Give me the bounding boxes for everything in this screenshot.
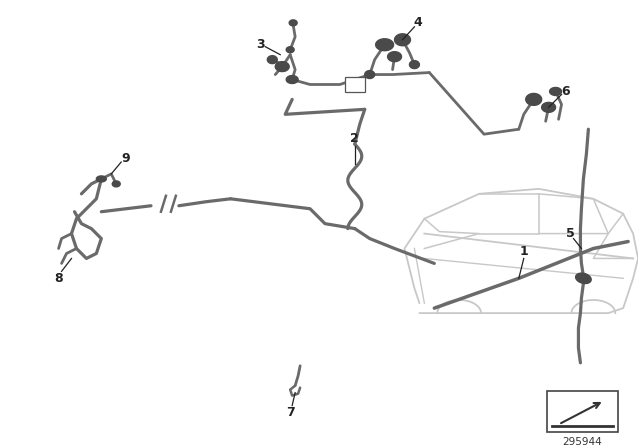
Polygon shape	[286, 76, 298, 83]
Text: 2: 2	[351, 132, 359, 145]
Polygon shape	[395, 34, 410, 46]
Polygon shape	[550, 87, 561, 95]
Bar	[345, 77, 365, 92]
Text: 6: 6	[561, 85, 570, 98]
Polygon shape	[526, 94, 541, 105]
Polygon shape	[289, 20, 297, 26]
Text: 7: 7	[286, 406, 294, 419]
Polygon shape	[97, 176, 106, 182]
Text: 295944: 295944	[563, 437, 602, 448]
Polygon shape	[575, 273, 591, 284]
Polygon shape	[286, 47, 294, 53]
Text: 3: 3	[256, 38, 265, 51]
Bar	[547, 391, 618, 432]
Polygon shape	[112, 181, 120, 187]
Text: 9: 9	[122, 151, 131, 164]
Polygon shape	[275, 62, 289, 72]
Polygon shape	[376, 39, 394, 51]
Polygon shape	[541, 103, 556, 112]
Polygon shape	[268, 56, 277, 64]
Text: 5: 5	[566, 227, 575, 240]
Polygon shape	[365, 71, 374, 78]
Polygon shape	[410, 60, 419, 69]
Text: 8: 8	[54, 272, 63, 285]
Text: 1: 1	[520, 245, 528, 258]
Text: 4: 4	[413, 17, 422, 30]
Polygon shape	[388, 52, 401, 62]
